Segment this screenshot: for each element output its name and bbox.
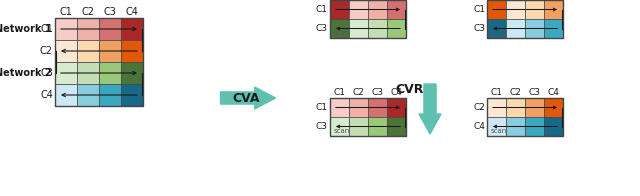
Bar <box>387 19 406 38</box>
Bar <box>99 18 121 40</box>
Bar <box>330 19 349 38</box>
Text: C1: C1 <box>40 24 53 34</box>
Bar <box>55 18 143 106</box>
Text: CVA: CVA <box>232 92 260 104</box>
Text: C2: C2 <box>473 103 485 112</box>
Bar <box>487 0 563 38</box>
Bar <box>330 0 349 19</box>
Bar <box>55 62 77 84</box>
Bar <box>77 62 99 84</box>
Text: C3: C3 <box>104 6 116 16</box>
Text: C2: C2 <box>509 87 522 96</box>
Bar <box>349 0 368 19</box>
Bar <box>368 19 387 38</box>
Bar <box>487 98 506 117</box>
Bar <box>77 18 99 40</box>
Bar <box>99 84 121 106</box>
Bar <box>330 0 406 38</box>
Bar <box>121 62 143 84</box>
Bar <box>487 98 563 136</box>
Bar <box>487 19 506 38</box>
Text: C3: C3 <box>316 24 328 33</box>
Bar <box>330 98 349 117</box>
Bar <box>99 40 121 62</box>
Text: C1: C1 <box>490 87 502 96</box>
Bar <box>121 40 143 62</box>
Bar <box>544 19 563 38</box>
Bar <box>55 18 77 40</box>
Text: C3: C3 <box>316 122 328 131</box>
Bar <box>506 98 525 117</box>
Bar <box>330 98 406 136</box>
Bar <box>368 117 387 136</box>
Text: C1: C1 <box>473 5 485 14</box>
Bar <box>487 117 506 136</box>
Bar <box>544 117 563 136</box>
Text: CVR: CVR <box>396 83 424 95</box>
Text: C3: C3 <box>40 68 53 78</box>
Text: C3: C3 <box>473 24 485 33</box>
Bar <box>525 117 544 136</box>
Bar <box>349 98 368 117</box>
Bar <box>544 0 563 19</box>
Bar <box>99 62 121 84</box>
Text: C1: C1 <box>316 103 328 112</box>
Text: C1: C1 <box>333 87 346 96</box>
Bar <box>525 19 544 38</box>
Bar <box>121 18 143 40</box>
Bar <box>121 84 143 106</box>
Text: C4: C4 <box>473 122 485 131</box>
Bar <box>544 98 563 117</box>
Bar <box>77 40 99 62</box>
Bar <box>525 98 544 117</box>
Bar <box>387 117 406 136</box>
Bar <box>349 117 368 136</box>
Text: C2: C2 <box>81 6 95 16</box>
Text: scan: scan <box>334 128 350 134</box>
Bar <box>506 117 525 136</box>
Bar <box>368 98 387 117</box>
Text: C3: C3 <box>529 87 541 96</box>
Bar <box>349 19 368 38</box>
Bar <box>506 19 525 38</box>
Bar <box>55 84 77 106</box>
Text: C1: C1 <box>316 5 328 14</box>
Text: C2: C2 <box>40 46 53 56</box>
Text: C4: C4 <box>40 90 53 100</box>
Text: C4: C4 <box>390 87 403 96</box>
Text: scan: scan <box>491 128 508 134</box>
Text: scan: scan <box>334 30 350 36</box>
Bar <box>330 117 349 136</box>
Bar <box>55 40 77 62</box>
Text: C4: C4 <box>125 6 138 16</box>
FancyArrow shape <box>419 84 441 134</box>
Text: C4: C4 <box>548 87 559 96</box>
Text: C1: C1 <box>60 6 72 16</box>
Bar <box>487 0 506 19</box>
Bar <box>77 84 99 106</box>
Bar <box>368 0 387 19</box>
Bar <box>387 0 406 19</box>
Bar <box>387 98 406 117</box>
Text: C2: C2 <box>353 87 364 96</box>
Text: Network 1: Network 1 <box>0 24 51 34</box>
Bar <box>506 0 525 19</box>
Text: scan: scan <box>491 30 508 36</box>
Text: C3: C3 <box>371 87 383 96</box>
Text: Network 2: Network 2 <box>0 68 51 78</box>
FancyArrow shape <box>221 87 275 109</box>
Bar <box>525 0 544 19</box>
